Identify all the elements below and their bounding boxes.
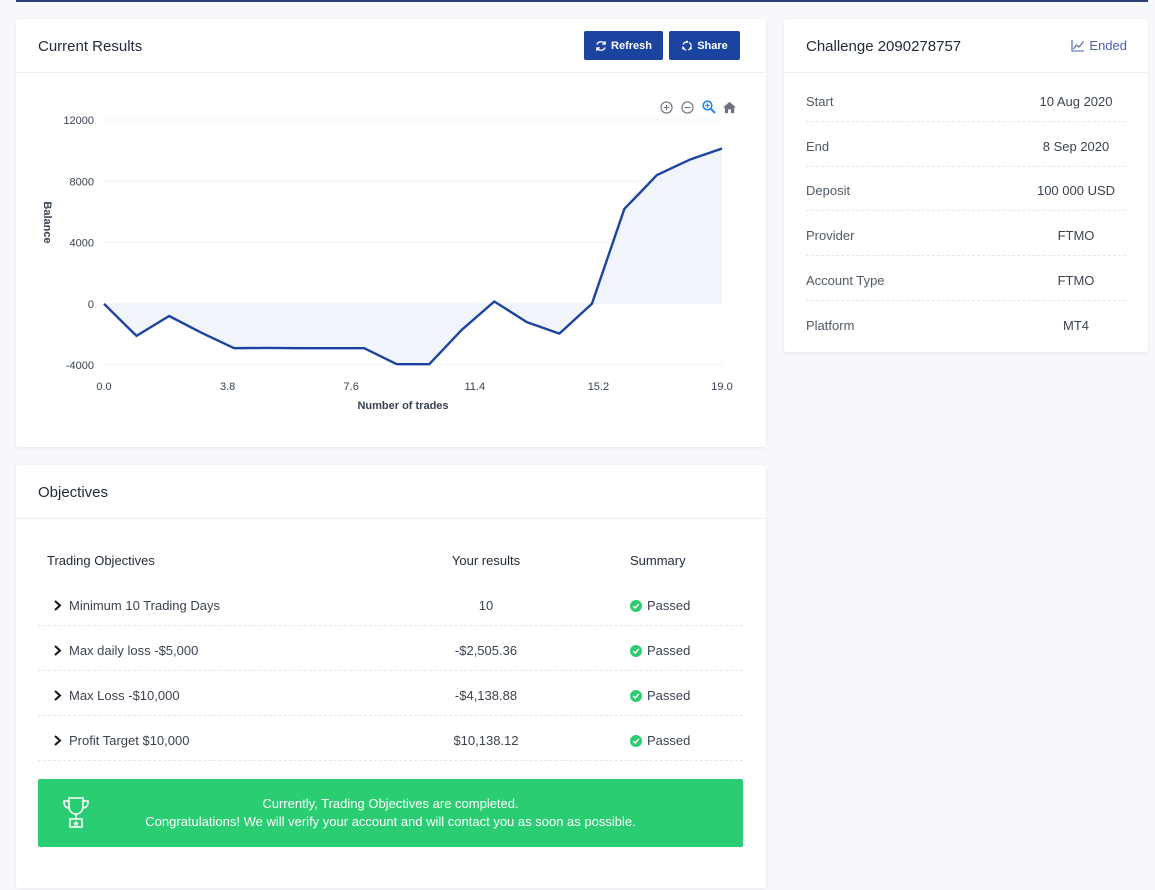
- header-summary: Summary: [630, 553, 686, 568]
- info-value: FTMO: [1057, 273, 1095, 288]
- balance-chart: 12000 8000 4000 0 -4000 0.0 3.8 7.6 11.4 15.2 19.…: [41, 115, 733, 412]
- objective-result: -$2,505.36: [454, 643, 518, 658]
- summary-label: Passed: [647, 643, 691, 658]
- objective-result: 10: [478, 598, 494, 613]
- y-tick-label: 12000: [63, 115, 94, 127]
- objective-row[interactable]: Max Loss -$10,000 -$4,138.88 Passed: [38, 671, 743, 716]
- status-label: Ended: [1089, 38, 1127, 53]
- y-axis-ticks: 12000 8000 4000 0 -4000: [63, 115, 94, 372]
- objective-summary: Passed: [630, 688, 690, 703]
- refresh-button[interactable]: Refresh: [584, 31, 663, 60]
- info-key: Start: [806, 94, 834, 109]
- check-circle-icon: [630, 689, 642, 702]
- chevron-right-icon: [54, 645, 62, 656]
- objective-name: Minimum 10 Trading Days: [53, 598, 220, 613]
- objective-label: Minimum 10 Trading Days: [69, 598, 220, 613]
- summary-label: Passed: [647, 688, 691, 703]
- balance-area: [104, 148, 722, 365]
- info-row-provider: Provider FTMO: [806, 211, 1126, 256]
- chevron-right-icon: [54, 690, 62, 701]
- challenge-card: Challenge 2090278757 Ended Start 10 Aug …: [784, 19, 1148, 352]
- info-row-account-type: Account Type FTMO: [806, 256, 1126, 301]
- y-tick-label: -4000: [66, 360, 94, 372]
- x-axis-ticks: 0.0 3.8 7.6 11.4 15.2 19.0: [96, 381, 732, 393]
- info-row-start: Start 10 Aug 2020: [806, 77, 1126, 122]
- summary-label: Passed: [647, 598, 691, 613]
- objective-summary: Passed: [630, 598, 690, 613]
- y-axis-label: Balance: [41, 201, 53, 243]
- info-row-deposit: Deposit 100 000 USD: [806, 166, 1126, 211]
- share-button[interactable]: Share: [669, 31, 740, 60]
- info-key: Deposit: [806, 183, 851, 198]
- objective-row[interactable]: Max daily loss -$5,000 -$2,505.36 Passed: [38, 626, 743, 671]
- x-tick-label: 11.4: [465, 381, 486, 393]
- objective-label: Max Loss -$10,000: [69, 688, 180, 703]
- refresh-label: Refresh: [611, 39, 652, 52]
- objective-name: Profit Target $10,000: [53, 733, 189, 748]
- y-tick-label: 4000: [70, 238, 94, 250]
- objective-row[interactable]: Profit Target $10,000 $10,138.12 Passed: [38, 716, 743, 761]
- info-value: MT4: [1063, 318, 1089, 333]
- x-tick-label: 15.2: [588, 381, 609, 393]
- line-chart-icon: [1071, 40, 1085, 52]
- card-header: Challenge 2090278757 Ended: [784, 19, 1148, 73]
- objective-name: Max daily loss -$5,000: [53, 643, 198, 658]
- info-row-platform: Platform MT4: [806, 301, 1126, 346]
- check-circle-icon: [630, 644, 642, 657]
- trophy-icon: [63, 797, 89, 828]
- success-message-line1: Currently, Trading Objectives are comple…: [262, 796, 519, 811]
- x-tick-label: 19.0: [711, 381, 732, 393]
- share-label: Share: [697, 39, 728, 52]
- objective-summary: Passed: [630, 733, 690, 748]
- zoom-in-icon[interactable]: [658, 99, 675, 115]
- challenge-title: Challenge 2090278757: [806, 38, 962, 55]
- info-row-end: End 8 Sep 2020: [806, 122, 1126, 167]
- objectives-title: Objectives: [38, 484, 109, 501]
- objective-name: Max Loss -$10,000: [53, 688, 180, 703]
- objectives-card: Objectives Trading Objectives Your resul…: [16, 465, 766, 888]
- x-tick-label: 7.6: [344, 381, 359, 393]
- chevron-right-icon: [54, 735, 62, 746]
- zoom-out-icon[interactable]: [679, 99, 696, 115]
- current-results-card: Current Results Refresh Share 12000 8000 4…: [16, 19, 766, 447]
- balance-line: [103, 147, 723, 366]
- zoom-selection-icon[interactable]: [700, 99, 717, 115]
- check-circle-icon: [630, 734, 642, 747]
- y-tick-label: 8000: [70, 176, 94, 188]
- share-icon: [682, 40, 693, 51]
- info-value: 8 Sep 2020: [1042, 139, 1110, 154]
- success-message-line2: Congratulations! We will verify your acc…: [145, 814, 636, 829]
- x-axis-label: Number of trades: [357, 400, 448, 412]
- info-key: Account Type: [806, 273, 885, 288]
- objective-result: $10,138.12: [453, 733, 519, 748]
- home-reset-icon[interactable]: [721, 99, 738, 115]
- card-header: Objectives: [16, 465, 766, 519]
- info-value: FTMO: [1057, 228, 1095, 243]
- success-banner: Currently, Trading Objectives are comple…: [38, 779, 743, 847]
- card-title: Current Results: [38, 38, 143, 55]
- info-key: Platform: [806, 318, 855, 333]
- chart-toolbar: [658, 99, 738, 115]
- chevron-right-icon: [54, 600, 62, 611]
- info-key: Provider: [806, 228, 855, 243]
- objective-label: Profit Target $10,000: [69, 733, 190, 748]
- objective-result: -$4,138.88: [454, 688, 518, 703]
- header-trading-objectives: Trading Objectives: [47, 553, 155, 568]
- status-badge: Ended: [1071, 38, 1127, 53]
- info-key: End: [806, 139, 830, 154]
- info-value: 100 000 USD: [1036, 183, 1116, 198]
- header-your-results: Your results: [451, 553, 521, 568]
- info-value: 10 Aug 2020: [1039, 94, 1113, 109]
- refresh-icon: [596, 40, 606, 51]
- objective-summary: Passed: [630, 643, 690, 658]
- card-header: Current Results Refresh Share: [16, 19, 766, 73]
- y-tick-label: 0: [88, 299, 94, 311]
- x-tick-label: 3.8: [220, 381, 235, 393]
- objective-row[interactable]: Minimum 10 Trading Days 10 Passed: [38, 581, 743, 626]
- x-tick-label: 0.0: [96, 381, 111, 393]
- summary-label: Passed: [647, 733, 691, 748]
- objective-label: Max daily loss -$5,000: [69, 643, 199, 658]
- top-accent-line: [16, 0, 1148, 2]
- check-circle-icon: [630, 599, 642, 612]
